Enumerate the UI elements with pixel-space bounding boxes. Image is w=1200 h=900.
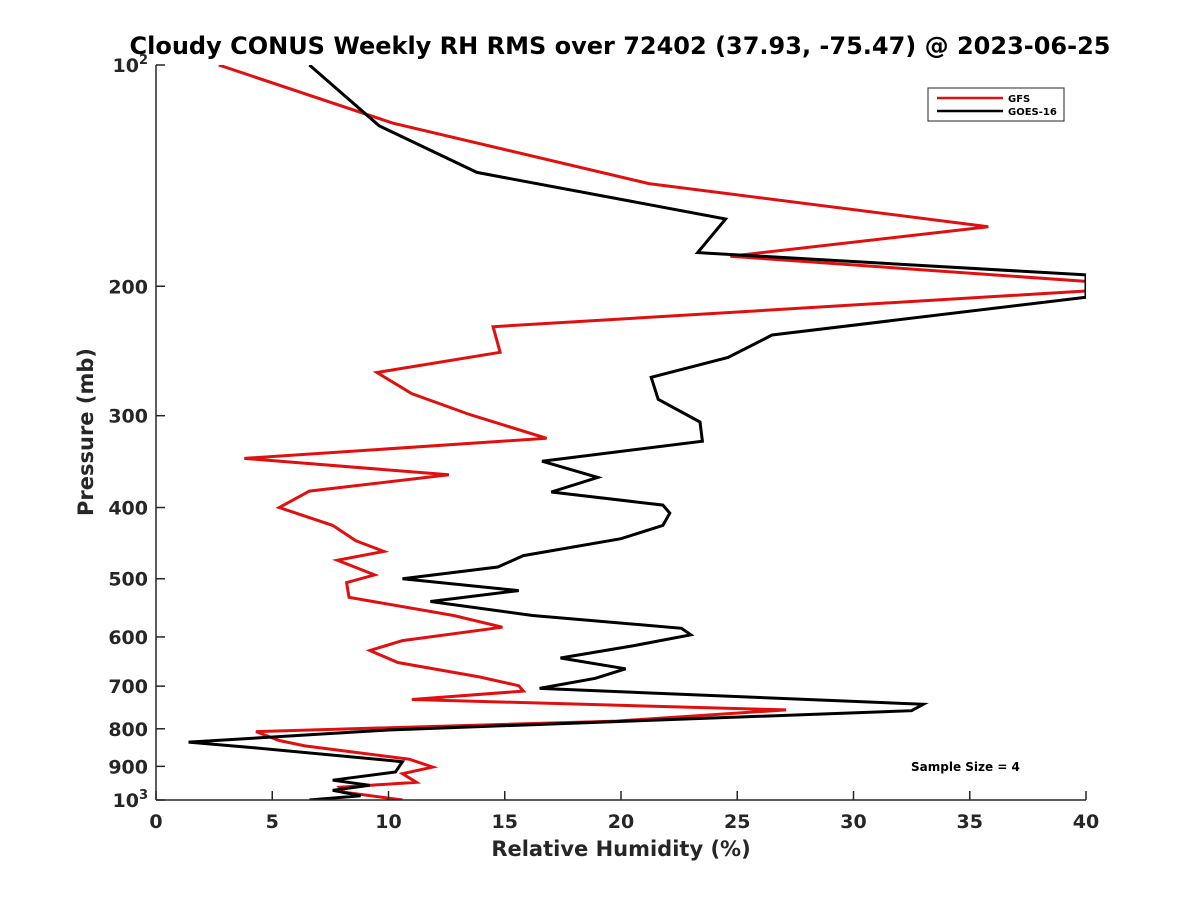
x-tick-label: 10 [375, 811, 401, 833]
y-ticks: 102 200 300 400 500 600 700 800 900 103 [108, 53, 165, 812]
series-line-gfs [218, 65, 1086, 800]
x-ticks: 0 5 10 15 20 25 30 35 40 [149, 791, 1099, 833]
y-tick-label: 103 [113, 788, 149, 812]
y-tick-label: 200 [108, 276, 148, 298]
axes [155, 65, 1086, 801]
y-tick-label: 500 [108, 569, 148, 591]
legend-label-gfs: GFS [1008, 94, 1030, 105]
y-tick-label: 400 [108, 498, 148, 520]
x-tick-label: 5 [266, 811, 279, 833]
y-tick-label: 102 [113, 53, 149, 77]
x-tick-label: 35 [957, 811, 983, 833]
y-tick-label: 900 [108, 756, 148, 778]
y-tick-label: 700 [108, 676, 148, 698]
chart-title: Cloudy CONUS Weekly RH RMS over 72402 (3… [130, 32, 1111, 60]
legend: GFS GOES-16 [927, 87, 1065, 122]
sample-size-annotation: Sample Size = 4 [911, 760, 1020, 774]
y-tick-label: 800 [108, 719, 148, 741]
x-tick-label: 40 [1073, 811, 1099, 833]
x-tick-label: 15 [492, 811, 518, 833]
y-axis-label: Pressure (mb) [74, 348, 98, 516]
x-tick-label: 25 [724, 811, 750, 833]
x-axis-label: Relative Humidity (%) [491, 837, 750, 861]
x-tick-label: 0 [149, 811, 162, 833]
x-tick-label: 30 [840, 811, 866, 833]
legend-box [927, 87, 1065, 122]
x-tick-label: 20 [608, 811, 634, 833]
y-tick-label: 600 [108, 627, 148, 649]
y-tick-label: 300 [108, 406, 148, 428]
series-layer [188, 65, 1086, 800]
series-line-goes16 [188, 65, 1086, 800]
legend-label-goes16: GOES-16 [1008, 107, 1057, 118]
